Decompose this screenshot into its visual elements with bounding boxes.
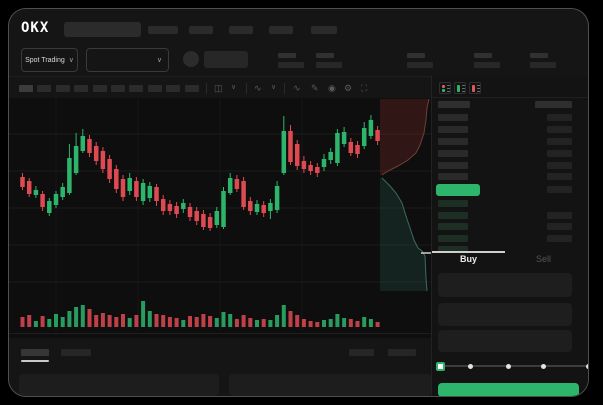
slider-stop[interactable] (468, 364, 473, 369)
slider-stop[interactable] (586, 364, 588, 369)
bottom-panel-left (19, 374, 219, 396)
timeframe-button-1[interactable] (19, 85, 33, 92)
nav-item-2[interactable] (189, 26, 213, 34)
amount-slider-track[interactable] (440, 365, 588, 367)
bid-amount[interactable] (547, 235, 572, 242)
tab-buy[interactable]: Buy (459, 254, 477, 264)
trade-sidebar: Buy Sell (431, 76, 588, 396)
divider (9, 333, 431, 334)
orderbook-view-asks-icon[interactable] (469, 82, 481, 94)
ask-amount[interactable] (547, 126, 572, 133)
tab-sell[interactable]: Sell (535, 254, 551, 264)
divider (9, 76, 588, 77)
ask-price[interactable] (438, 173, 468, 180)
indicator-icon[interactable]: ∿ (254, 83, 262, 93)
timeframe-button-3[interactable] (56, 85, 70, 92)
okx-logo[interactable]: OKX (21, 20, 50, 36)
orderbook-view-combined-icon[interactable] (439, 82, 451, 94)
orderbook-price-header[interactable] (438, 101, 470, 108)
timeframe-button-6[interactable] (111, 85, 125, 92)
draw-tool-icon[interactable]: ✎ (311, 83, 319, 93)
bid-price[interactable] (438, 223, 468, 230)
bid-price[interactable] (438, 212, 468, 219)
buy-submit-button[interactable] (438, 383, 579, 396)
timeframe-button-4[interactable] (74, 85, 88, 92)
orderbook-amount-header[interactable] (535, 101, 572, 108)
bottom-panel-right (229, 374, 431, 396)
fullscreen-icon[interactable]: ⛶ (361, 83, 368, 93)
toolbar-divider (246, 83, 247, 94)
ask-amount[interactable] (547, 162, 572, 169)
screenshot-icon[interactable]: ◉ (328, 83, 336, 93)
bid-amount[interactable] (547, 223, 572, 230)
ask-amount[interactable] (547, 114, 572, 121)
last-price-highlight[interactable] (436, 184, 480, 196)
pair-name-placeholder (204, 51, 248, 68)
timeframe-button-5[interactable] (93, 85, 107, 92)
timeframe-button-8[interactable] (148, 85, 162, 92)
stat-high (407, 53, 437, 69)
price-input[interactable] (438, 273, 572, 297)
amount-input[interactable] (438, 303, 572, 326)
stat-low (474, 53, 504, 69)
ask-amount[interactable] (547, 150, 572, 157)
toolbar-divider (206, 83, 207, 94)
ask-amount[interactable] (547, 138, 572, 145)
orderbook-view-bids-icon[interactable] (454, 82, 466, 94)
chevron-down-icon[interactable]: ∨ (271, 84, 277, 91)
coin-avatar (183, 51, 199, 67)
slider-stop[interactable] (541, 364, 546, 369)
timeframe-button-7[interactable] (129, 85, 143, 92)
nav-item-5[interactable] (311, 26, 337, 34)
timeframe-button-2[interactable] (37, 85, 51, 92)
ask-price[interactable] (438, 126, 468, 133)
app-window: OKX Spot Trading ∨ ∨ ◫ ∨ ∿ ∨ ∿ ✎ ◉ ⚙ ⛶ (8, 8, 589, 397)
bottom-link-2[interactable] (388, 349, 416, 356)
slider-stop[interactable] (506, 364, 511, 369)
bottom-link-1[interactable] (349, 349, 374, 356)
candle-style-icon[interactable]: ◫ (214, 83, 223, 93)
toolbar-divider (284, 83, 285, 94)
bid-price[interactable] (438, 235, 468, 242)
chart-settings-icon[interactable]: ⚙ (344, 83, 353, 93)
active-tab-underline (21, 360, 49, 362)
search-input[interactable] (64, 22, 141, 37)
market-type-label: Spot Trading (25, 56, 65, 64)
slider-handle[interactable] (436, 362, 445, 371)
chart-area[interactable] (9, 98, 434, 338)
ask-price[interactable] (438, 162, 468, 169)
line-tool-icon[interactable]: ∿ (293, 83, 301, 93)
stat-last-price (278, 53, 308, 69)
ask-price[interactable] (438, 150, 468, 157)
timeframe-button-10[interactable] (185, 85, 199, 92)
nav-item-3[interactable] (229, 26, 253, 34)
ask-amount[interactable] (547, 173, 572, 180)
bid-amount[interactable] (547, 212, 572, 219)
divider (432, 97, 588, 98)
nav-item-4[interactable] (269, 26, 293, 34)
bid-price[interactable] (438, 200, 468, 207)
bid-amount[interactable] (547, 186, 572, 193)
timeframe-button-9[interactable] (166, 85, 180, 92)
market-type-selector[interactable]: Spot Trading ∨ (21, 48, 78, 72)
bottom-tab-history[interactable] (61, 349, 91, 356)
chevron-down-icon: ∨ (156, 57, 162, 64)
bid-price[interactable] (438, 246, 468, 253)
chevron-down-icon: ∨ (68, 57, 74, 64)
stat-volume (530, 53, 560, 69)
total-input[interactable] (438, 330, 572, 352)
bottom-tab-orders[interactable] (21, 349, 49, 356)
buy-tab-indicator (432, 251, 505, 253)
nav-item-1[interactable] (148, 26, 178, 34)
ask-price[interactable] (438, 138, 468, 145)
stat-change (316, 53, 346, 69)
ask-price[interactable] (438, 114, 468, 121)
pair-selector[interactable]: ∨ (86, 48, 169, 72)
chart-svg[interactable] (9, 98, 434, 338)
chevron-down-icon[interactable]: ∨ (231, 84, 237, 91)
